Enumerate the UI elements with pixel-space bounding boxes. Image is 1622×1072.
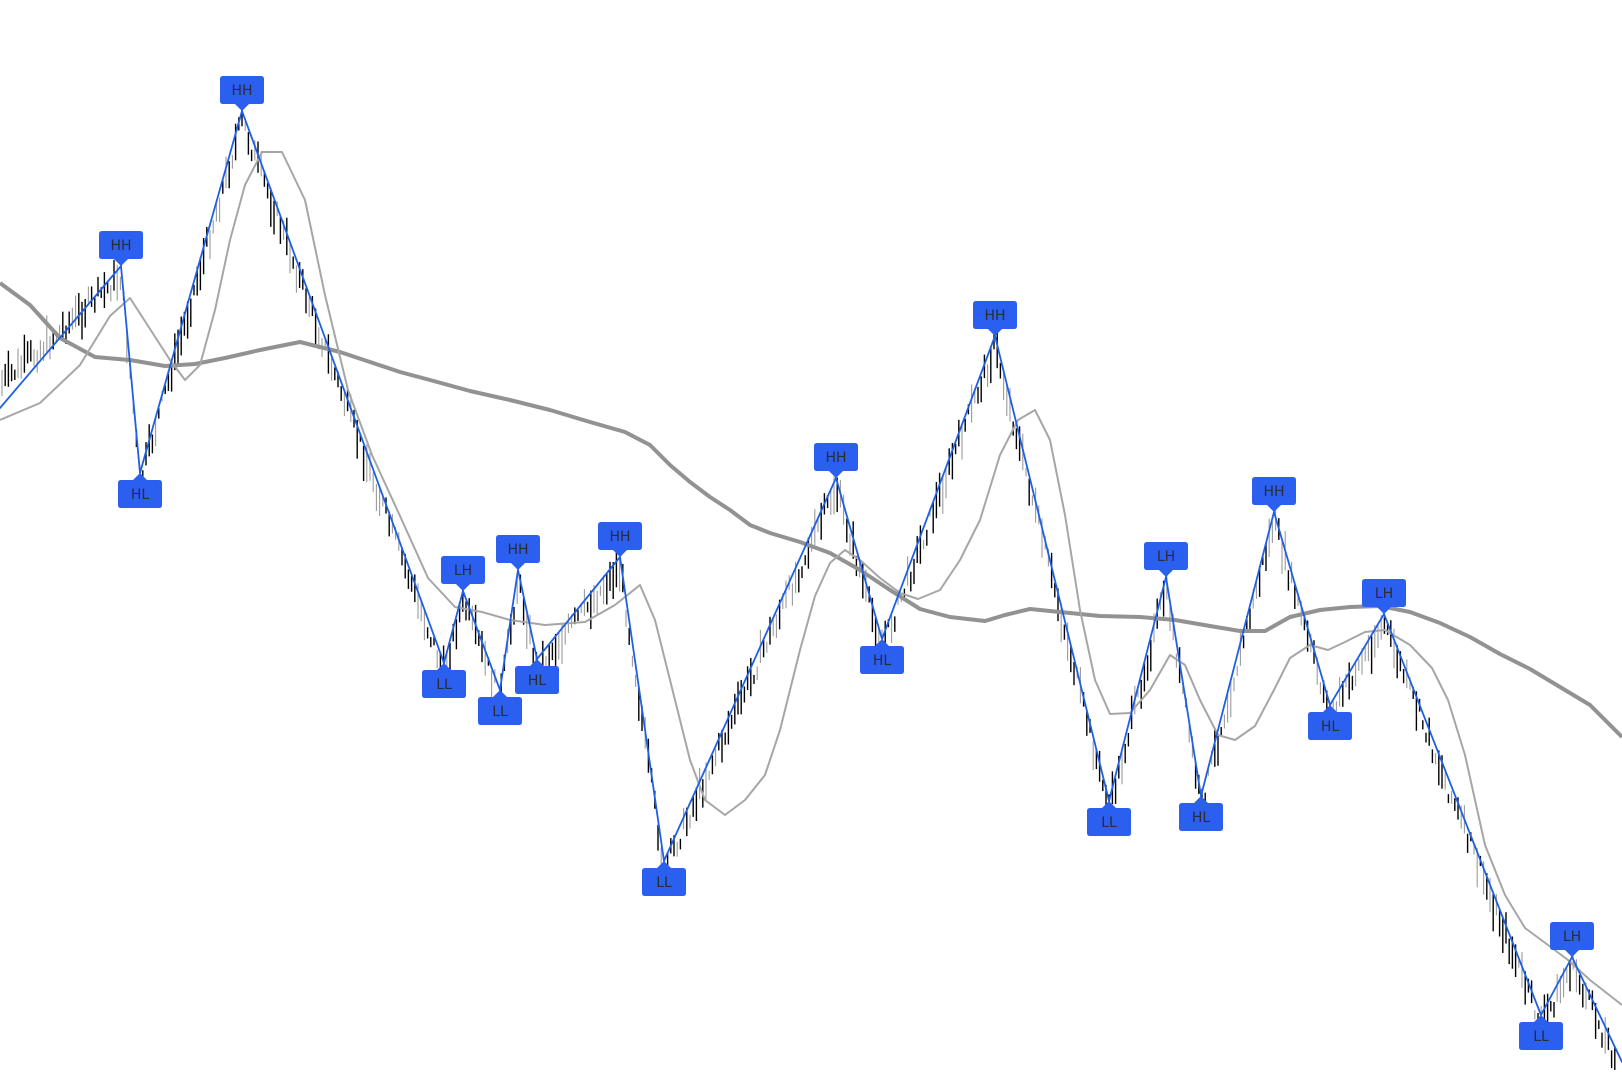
pivot-label-hl-11: HL [860, 639, 904, 674]
zigzag-segment-9 [619, 556, 665, 862]
pivot-marker-shape [642, 861, 686, 896]
pivot-label-hl-7: HL [515, 659, 559, 694]
zigzag-segment-8 [536, 556, 621, 660]
zigzag-segment-5 [462, 590, 501, 691]
zigzag-segment-19 [1383, 613, 1542, 1016]
pivot-label-text: LH [1157, 549, 1175, 565]
pivot-label-lh-4: LH [441, 556, 485, 591]
pivot-label-text: LL [436, 677, 452, 693]
zigzag-segment-12 [881, 335, 996, 640]
zigzag-segment-17 [1273, 511, 1331, 706]
slow-moving-average-line [0, 281, 1622, 739]
zigzag-segment-0 [0, 265, 122, 409]
pivot-marker-shape [422, 663, 466, 698]
pivot-label-text: HL [1192, 810, 1211, 826]
moving-averages [0, 151, 1622, 1006]
zigzag-segment-13 [994, 335, 1110, 802]
pivot-marker-shape [598, 522, 642, 557]
pivot-marker-shape [1550, 922, 1594, 957]
pivot-label-text: HH [110, 238, 131, 254]
pivot-label-text: LL [656, 875, 672, 891]
zigzag-segment-21 [1571, 956, 1622, 1063]
pivot-label-text: LH [1563, 929, 1581, 945]
pivot-marker-shape [99, 231, 143, 266]
zigzag-segment-16 [1200, 511, 1275, 797]
pivot-marker-shape [441, 556, 485, 591]
pivot-label-text: HL [873, 653, 892, 669]
zigzag-segment-20 [1540, 956, 1573, 1016]
pivot-marker-shape [478, 690, 522, 725]
pivot-marker-shape [220, 76, 264, 111]
pivot-label-text: HH [984, 308, 1005, 324]
fast-moving-average-line [0, 151, 1622, 1006]
pivot-marker-shape [1087, 801, 1131, 836]
pivot-label-hh-12: HH [973, 301, 1017, 336]
pivot-marker-shape [1519, 1015, 1563, 1050]
pivot-label-hh-6: HH [496, 535, 540, 570]
pivot-label-hh-2: HH [220, 76, 264, 111]
pivot-label-text: HH [1263, 484, 1284, 500]
pivot-label-hh-8: HH [598, 522, 642, 557]
pivot-label-text: LH [454, 563, 472, 579]
pivot-label-hl-1: HL [118, 473, 162, 508]
pivot-marker-shape [1179, 796, 1223, 831]
pivot-label-lh-14: LH [1144, 542, 1188, 577]
pivot-label-text: HL [131, 487, 150, 503]
pivot-label-text: HH [507, 542, 528, 558]
zigzag-segment-7 [517, 569, 538, 660]
zigzag-segment-2 [139, 110, 243, 474]
pivot-marker-shape [1362, 579, 1406, 614]
pivot-label-text: HL [1321, 719, 1340, 735]
pivot-marker-shape [496, 535, 540, 570]
pivot-label-text: HH [825, 450, 846, 466]
pivot-label-lh-18: LH [1362, 579, 1406, 614]
pivot-label-text: HH [231, 83, 252, 99]
pivot-label-hl-15: HL [1179, 796, 1223, 831]
zigzag-segment-15 [1165, 576, 1202, 797]
pivot-label-text: HL [528, 673, 547, 689]
pivot-label-ll-3: LL [422, 663, 466, 698]
zigzag-segment-6 [499, 569, 519, 691]
pivot-marker-shape [860, 639, 904, 674]
pivot-marker-shape [118, 473, 162, 508]
pivot-label-lh-20: LH [1550, 922, 1594, 957]
zigzag-segment-18 [1329, 613, 1385, 706]
zigzag-line [0, 110, 1622, 1063]
pivot-marker-shape [1144, 542, 1188, 577]
pivot-marker-shape [973, 301, 1017, 336]
pivot-label-ll-5: LL [478, 690, 522, 725]
pivot-label-ll-13: LL [1087, 801, 1131, 836]
pivot-label-text: LL [1533, 1029, 1549, 1045]
pivot-label-hl-17: HL [1308, 705, 1352, 740]
pivot-label-ll-19: LL [1519, 1015, 1563, 1050]
pivot-label-text: HH [609, 529, 630, 545]
zigzag-segment-10 [663, 477, 837, 862]
zigzag-segment-4 [443, 590, 464, 664]
zigzag-segment-3 [241, 110, 445, 664]
pivot-label-hh-10: HH [814, 443, 858, 478]
pivot-label-text: LL [492, 704, 508, 720]
pivot-marker-shape [1252, 477, 1296, 512]
zigzag-segment-14 [1108, 576, 1167, 802]
zigzag-segment-11 [835, 477, 883, 640]
zigzag-segment-1 [120, 265, 141, 474]
pivot-label-hh-0: HH [99, 231, 143, 266]
pivot-label-ll-9: LL [642, 861, 686, 896]
pivot-label-hh-16: HH [1252, 477, 1296, 512]
pivot-marker-shape [1308, 705, 1352, 740]
pivot-label-text: LH [1375, 586, 1393, 602]
pivot-labels: HH HL HH LL LH LL HH HL HH LL HH HL HH LL LH HL HH HL LH LL… [99, 76, 1594, 1050]
pivot-label-text: LL [1101, 815, 1117, 831]
pivot-marker-shape [814, 443, 858, 478]
pivot-marker-shape [515, 659, 559, 694]
